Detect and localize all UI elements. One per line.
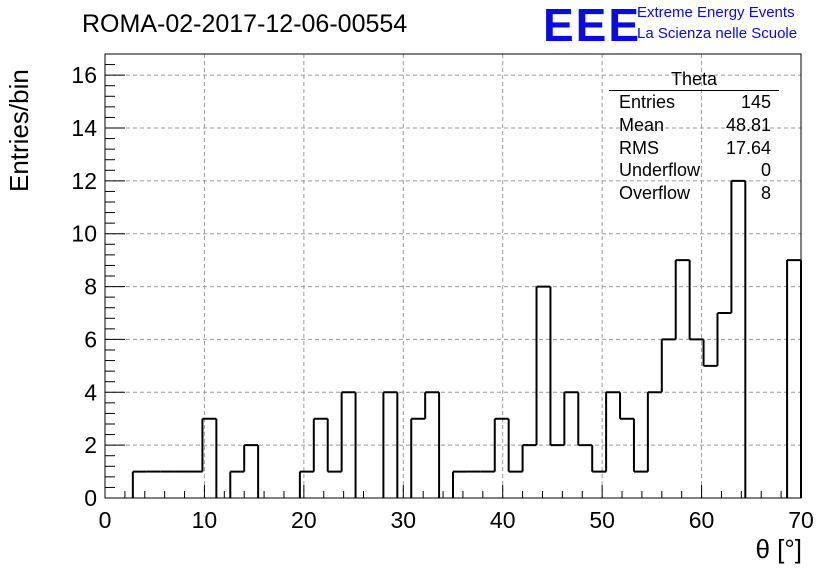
histogram-bars xyxy=(131,179,802,498)
histogram-bin xyxy=(312,417,328,472)
chart-title: ROMA-02-2017-12-06-00554 xyxy=(82,10,408,38)
x-axis-label: θ [°] xyxy=(755,534,802,564)
histogram-bin xyxy=(591,445,607,473)
histogram-bin xyxy=(424,391,440,419)
histogram-bin xyxy=(521,444,537,472)
stats-row-mean: Mean 48.81 xyxy=(609,114,779,137)
y-tick-label: 0 xyxy=(84,485,97,511)
stats-value: 0 xyxy=(760,160,771,181)
stats-label: Overflow xyxy=(619,183,691,204)
x-tick-label: 10 xyxy=(192,507,218,533)
stats-row-overflow: Overflow 8 xyxy=(609,182,779,205)
histogram-bin xyxy=(452,470,467,498)
y-tick-label: 14 xyxy=(71,115,97,141)
histogram-bin xyxy=(298,470,314,498)
y-tick-labels: 0 2 4 6 8 10 12 14 16 xyxy=(71,62,97,511)
stats-value: 8 xyxy=(760,183,771,204)
logo-line-2: La Scienza nelle Scuole xyxy=(637,25,798,42)
stats-label: Underflow xyxy=(619,160,701,181)
histogram-bin xyxy=(549,286,565,447)
x-tick-label: 40 xyxy=(490,507,516,533)
stats-value: 17.64 xyxy=(725,137,771,158)
y-tick-label: 16 xyxy=(71,62,97,88)
histogram-bin xyxy=(786,259,801,498)
histogram-bin xyxy=(243,444,259,472)
stats-row-underflow: Underflow 0 xyxy=(609,159,779,182)
histogram-bin xyxy=(131,470,147,498)
histogram-bin xyxy=(688,260,704,341)
histogram-bin xyxy=(535,285,551,446)
x-tick-label: 0 xyxy=(99,507,112,533)
stats-title: Theta xyxy=(609,68,779,91)
stats-row-rms: RMS 17.64 xyxy=(609,137,779,160)
histogram-bin xyxy=(646,391,662,472)
histogram-bin xyxy=(340,391,356,472)
stats-label: Entries xyxy=(619,92,676,112)
histogram-bin xyxy=(619,392,634,420)
histogram-bin xyxy=(382,391,398,498)
grid-lines xyxy=(105,54,801,498)
histogram-bin xyxy=(660,338,676,393)
x-tick-label: 70 xyxy=(788,507,814,533)
histogram-bin xyxy=(716,312,732,366)
x-tick-label: 20 xyxy=(291,507,317,533)
x-tick-label: 30 xyxy=(390,507,416,533)
axis-ticks xyxy=(104,53,802,499)
y-tick-label: 8 xyxy=(84,274,97,300)
histogram-bin xyxy=(201,417,217,472)
histogram-bin xyxy=(563,391,579,446)
y-tick-label: 4 xyxy=(84,379,97,405)
histogram-bin xyxy=(605,391,621,472)
histogram-bin xyxy=(730,179,746,313)
y-tick-label: 6 xyxy=(84,326,97,352)
stats-label: RMS xyxy=(619,137,659,158)
logo-line-1: Extreme Energy Events xyxy=(637,4,795,21)
histogram-bin xyxy=(577,392,593,447)
x-tick-label: 50 xyxy=(589,507,615,533)
stats-value: 145 xyxy=(740,92,771,112)
histogram-bin xyxy=(493,417,509,472)
histogram-bin xyxy=(507,418,523,473)
histogram-bin xyxy=(632,418,648,473)
x-tick-labels: 0 10 20 30 40 50 60 70 xyxy=(99,507,814,533)
y-tick-label: 2 xyxy=(84,432,97,458)
y-tick-label: 10 xyxy=(71,221,97,247)
stats-row-entries: Entries 145 xyxy=(609,91,779,114)
histogram-bin xyxy=(702,339,718,367)
histogram-bin xyxy=(410,417,426,498)
stats-value: 48.81 xyxy=(725,114,771,135)
histogram-bin xyxy=(326,418,342,473)
y-tick-label: 12 xyxy=(71,168,97,194)
x-tick-label: 60 xyxy=(689,507,715,533)
eee-logo: EEE xyxy=(543,0,642,51)
stats-box: Theta Entries 145 Mean 48.81 RMS 17.64 U… xyxy=(609,68,779,205)
y-axis-label: Entries/bin xyxy=(4,69,34,192)
histogram-bin xyxy=(674,259,690,340)
histogram-bin xyxy=(229,470,245,498)
stats-label: Mean xyxy=(619,114,665,135)
